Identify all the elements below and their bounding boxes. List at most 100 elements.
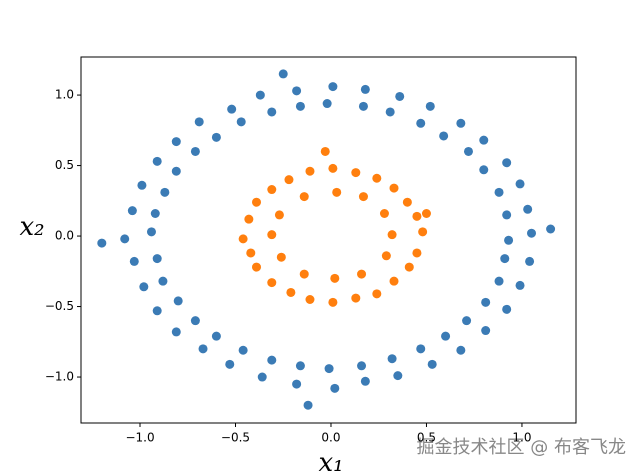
point — [358, 192, 368, 202]
watermark: 掘金技术社区 @ 布客飞龙 — [417, 437, 626, 458]
point — [274, 210, 284, 220]
point — [481, 326, 491, 336]
point — [284, 175, 294, 185]
y-tick-label: 1.0 — [55, 88, 74, 102]
point — [379, 208, 389, 218]
point — [303, 400, 313, 410]
point — [299, 192, 309, 202]
point — [494, 187, 504, 197]
point — [267, 185, 277, 195]
point — [292, 86, 302, 96]
point — [139, 282, 149, 292]
plot-frame — [80, 56, 577, 424]
point — [152, 156, 162, 166]
point — [416, 344, 426, 354]
point — [158, 276, 168, 286]
point — [322, 99, 332, 109]
point — [171, 166, 181, 176]
point — [267, 278, 277, 288]
point — [525, 256, 535, 266]
x-tick-label: 1.0 — [512, 431, 531, 445]
point — [402, 197, 412, 207]
point — [421, 208, 431, 218]
point — [328, 82, 338, 92]
point — [425, 101, 435, 111]
point — [97, 238, 107, 248]
point — [351, 293, 361, 303]
y-tick-label: −1.0 — [45, 370, 74, 384]
point — [358, 101, 368, 111]
point — [330, 383, 340, 393]
point — [502, 158, 512, 168]
point — [238, 234, 248, 244]
point — [286, 287, 296, 297]
point — [527, 228, 537, 238]
point — [330, 273, 340, 283]
point — [171, 137, 181, 147]
point — [305, 294, 315, 304]
point — [479, 135, 489, 145]
point — [278, 69, 288, 79]
point — [372, 173, 382, 183]
point — [171, 327, 181, 337]
point — [357, 269, 367, 279]
point — [257, 372, 267, 382]
point — [439, 131, 449, 141]
point — [198, 344, 208, 354]
point — [173, 296, 183, 306]
point — [418, 227, 428, 237]
point — [267, 355, 277, 365]
point — [546, 224, 556, 234]
point — [255, 90, 265, 100]
point — [211, 331, 221, 341]
point — [324, 364, 334, 374]
point — [385, 107, 395, 117]
point — [127, 206, 137, 216]
point — [502, 210, 512, 220]
point — [246, 248, 256, 258]
point — [481, 297, 491, 307]
point — [395, 91, 405, 101]
point — [227, 104, 237, 114]
point — [190, 146, 200, 156]
x-tick-label: −1.0 — [125, 431, 154, 445]
point — [295, 101, 305, 111]
x-tick-label: 0.5 — [417, 431, 436, 445]
point — [393, 371, 403, 381]
point — [129, 256, 139, 266]
point — [360, 84, 370, 94]
point — [146, 227, 156, 237]
point — [252, 262, 262, 272]
point — [387, 230, 397, 240]
point — [137, 180, 147, 190]
point — [416, 118, 426, 128]
point — [238, 345, 248, 355]
point — [456, 118, 466, 128]
point — [389, 183, 399, 193]
point — [320, 146, 330, 156]
point — [244, 214, 254, 224]
point — [463, 146, 473, 156]
point — [412, 211, 422, 221]
point — [267, 107, 277, 117]
point — [412, 248, 422, 258]
point — [328, 297, 338, 307]
point — [404, 262, 414, 272]
point — [252, 197, 262, 207]
point — [427, 359, 437, 369]
y-tick-label: 0.5 — [55, 158, 74, 172]
point — [120, 234, 130, 244]
point — [276, 252, 286, 262]
point — [299, 269, 309, 279]
point — [194, 117, 204, 127]
point — [160, 187, 170, 197]
point — [328, 163, 338, 173]
point — [494, 276, 504, 286]
point — [389, 276, 399, 286]
point — [504, 235, 514, 245]
point — [152, 254, 162, 264]
point — [150, 208, 160, 218]
point — [332, 187, 342, 197]
point — [351, 168, 361, 178]
